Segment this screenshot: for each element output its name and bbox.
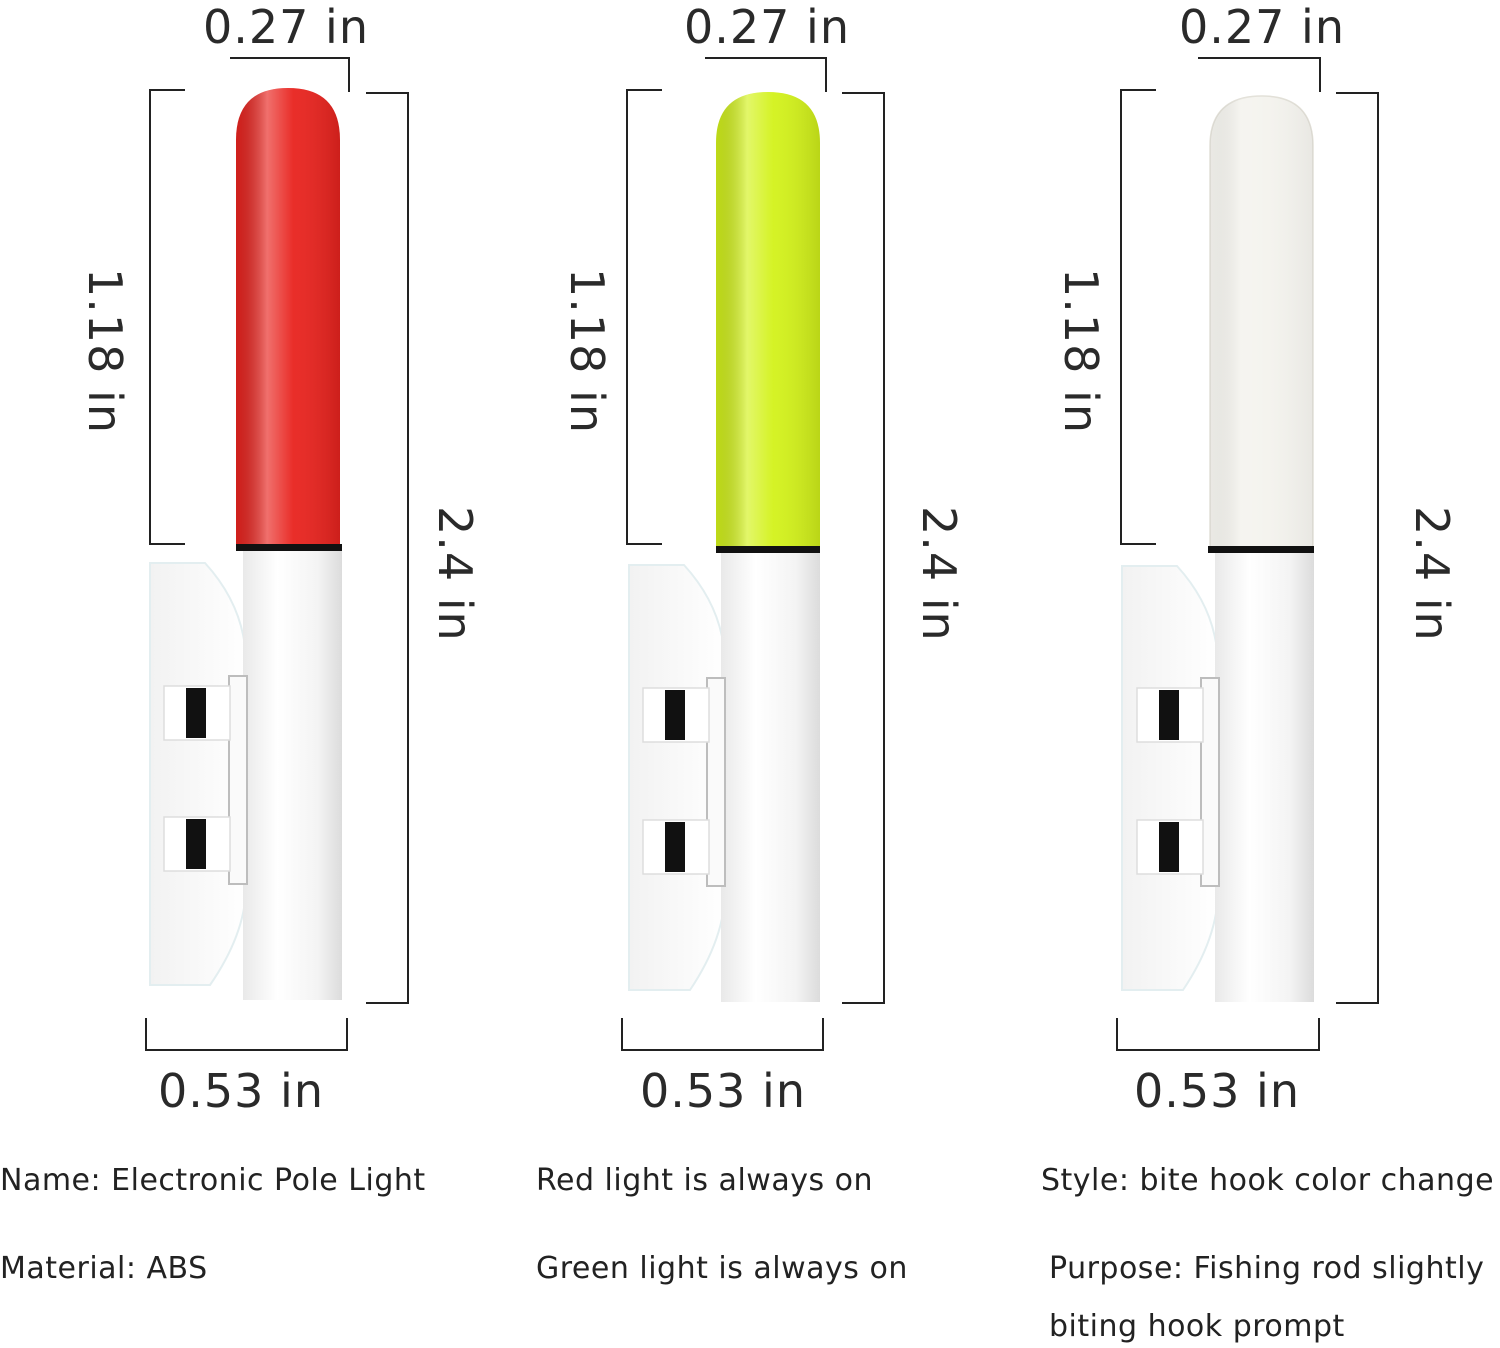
- clip-width-label: 0.53 in: [158, 1064, 324, 1118]
- dimension-lines: [145, 57, 409, 1051]
- tube-body: [721, 553, 820, 1002]
- product-white: [1116, 57, 1379, 1051]
- tube-body: [243, 551, 342, 1000]
- caption-material: Material: ABS: [0, 1251, 208, 1286]
- total-length-label: 2.4 in: [912, 506, 966, 642]
- tip-divider: [1208, 546, 1314, 553]
- tip-divider: [236, 544, 342, 551]
- product-red: [145, 57, 409, 1051]
- total-length-label: 2.4 in: [428, 506, 482, 642]
- diameter-label: 0.27 in: [1179, 0, 1345, 54]
- caption-purpose: Purpose: Fishing rod slightly: [1049, 1251, 1485, 1286]
- clip-bar: [706, 677, 726, 887]
- total-length-label: 2.4 in: [1405, 506, 1459, 642]
- clip-bar: [228, 675, 248, 885]
- product-green: [621, 57, 885, 1051]
- tube-body: [1215, 553, 1314, 1002]
- caption-green-light: Green light is always on: [536, 1251, 908, 1286]
- caption-style: Style: bite hook color change: [1041, 1163, 1495, 1198]
- tip-divider: [716, 546, 820, 553]
- clip-width-label: 0.53 in: [1134, 1064, 1300, 1118]
- tip-length-label: 1.18 in: [560, 268, 614, 434]
- diameter-label: 0.27 in: [203, 0, 369, 54]
- clip-width-label: 0.53 in: [640, 1064, 806, 1118]
- clip-bar: [1200, 677, 1220, 887]
- caption-red-light: Red light is always on: [536, 1163, 873, 1198]
- dimension-lines: [621, 57, 885, 1051]
- diameter-label: 0.27 in: [684, 0, 850, 54]
- caption-purpose-continued: biting hook prompt: [1049, 1309, 1345, 1344]
- tip-length-label: 1.18 in: [78, 268, 132, 434]
- tip-length-label: 1.18 in: [1054, 268, 1108, 434]
- caption-name: Name: Electronic Pole Light: [0, 1163, 426, 1198]
- dimension-lines: [1116, 57, 1379, 1051]
